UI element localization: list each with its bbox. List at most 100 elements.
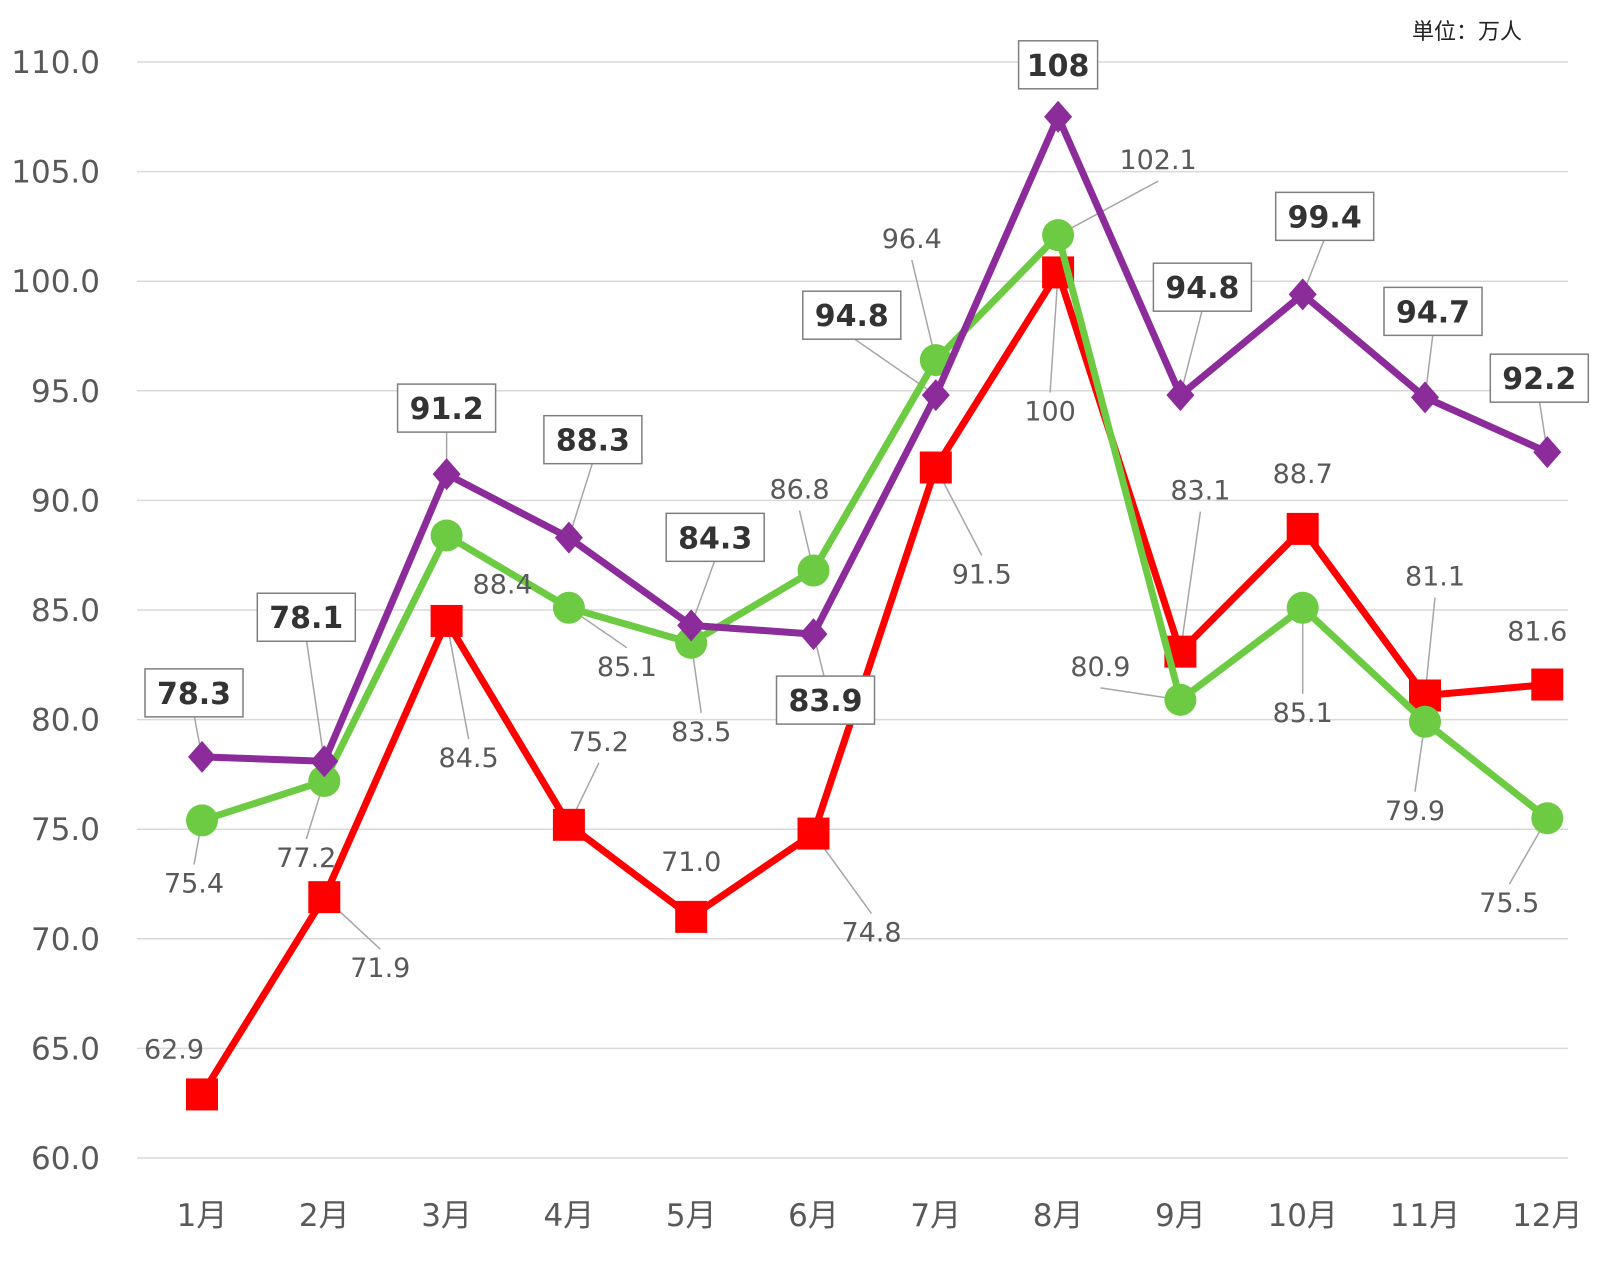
label-leader: [568, 461, 594, 538]
x-tick-label: 11月: [1390, 1198, 1460, 1234]
data-label: 74.8: [841, 918, 901, 949]
label-leader: [305, 639, 326, 762]
data-label: 80.9: [1070, 652, 1130, 683]
data-label: 62.9: [144, 1034, 204, 1065]
data-label-boxed: 92.2: [1489, 353, 1590, 403]
x-tick-label: 12月: [1512, 1198, 1582, 1234]
data-label: 102.1: [1119, 145, 1196, 176]
label-leader: [1049, 272, 1059, 393]
point-green: [552, 591, 585, 624]
data-label: 94.8: [815, 299, 889, 334]
point-red: [1531, 668, 1564, 701]
data-label-boxed: 83.9: [775, 675, 876, 725]
x-tick-label: 2月: [299, 1198, 350, 1234]
point-green: [430, 519, 463, 552]
point-purple: [921, 379, 950, 412]
data-label: 83.9: [788, 684, 862, 719]
x-tick-label: 9月: [1155, 1198, 1206, 1234]
point-green: [186, 804, 218, 837]
point-green: [1042, 219, 1075, 252]
x-axis: 1月 2月 3月 4月 5月 6月 7月 8月 9月 10月 11月 12月: [177, 1198, 1583, 1234]
series-green: [186, 219, 1564, 837]
point-red: [919, 451, 952, 484]
point-red: [308, 881, 341, 914]
point-red: [797, 817, 830, 850]
data-labels: 78.3 78.1 91.2 88.3 84.3 83.9 94.8 108 94.8 99.4 9…: [144, 40, 1590, 1065]
y-tick-label: 110.0: [11, 45, 100, 81]
label-leader: [1179, 308, 1204, 396]
point-red: [552, 808, 585, 841]
x-tick-label: 4月: [544, 1198, 595, 1234]
data-label-boxed: 108: [1017, 40, 1099, 90]
point-green: [675, 626, 708, 659]
data-label-box: [543, 414, 643, 465]
data-label-boxed: 91.2: [396, 383, 497, 433]
data-label-boxed: 88.3: [543, 414, 643, 465]
x-tick-label: 1月: [177, 1198, 228, 1234]
data-label: 96.4: [882, 224, 942, 255]
y-tick-label: 105.0: [11, 155, 100, 191]
point-purple: [432, 458, 461, 491]
data-label: 108: [1027, 49, 1090, 84]
point-purple: [1044, 100, 1073, 133]
x-tick-label: 7月: [910, 1198, 961, 1234]
y-tick-label: 100.0: [11, 264, 100, 300]
data-label-boxed: 94.8: [802, 290, 902, 340]
data-label: 94.8: [1165, 271, 1239, 306]
point-red: [186, 1078, 218, 1111]
point-red: [1286, 512, 1319, 545]
point-purple: [1411, 381, 1439, 414]
x-tick-label: 3月: [421, 1198, 472, 1234]
data-label: 71.0: [661, 847, 721, 878]
data-label-box: [1274, 191, 1375, 242]
point-green: [1164, 683, 1197, 716]
data-label-box: [775, 675, 876, 725]
point-purple: [677, 609, 706, 642]
data-label: 88.4: [473, 569, 533, 600]
data-label: 84.3: [678, 521, 752, 556]
x-tick-label: 10月: [1267, 1198, 1337, 1234]
label-leader: [445, 620, 470, 740]
data-label: 86.8: [769, 475, 829, 506]
point-purple: [1533, 436, 1562, 469]
series-red: [186, 256, 1564, 1111]
data-label-box: [665, 512, 765, 563]
x-tick-label: 8月: [1033, 1198, 1084, 1234]
y-tick-label: 80.0: [31, 703, 100, 739]
data-label: 83.1: [1170, 476, 1230, 507]
data-label: 71.9: [350, 953, 410, 984]
label-leader: [1179, 511, 1202, 652]
point-red: [430, 604, 463, 637]
data-label: 100: [1024, 396, 1076, 427]
data-label-box: [256, 592, 357, 642]
point-green: [308, 764, 341, 797]
y-axis: 60.0 65.0 70.0 75.0 80.0 85.0 90.0 95.0 100.0 105…: [11, 45, 100, 1177]
point-purple: [1166, 379, 1195, 412]
data-label-boxed: 78.1: [256, 592, 357, 642]
x-tick-label: 5月: [666, 1198, 717, 1234]
point-green: [1286, 591, 1319, 624]
data-label: 75.2: [569, 727, 629, 758]
data-label: 78.1: [269, 601, 343, 636]
label-leader: [1424, 597, 1436, 696]
series-line-purple: [198, 113, 1551, 765]
data-label: 85.1: [597, 652, 657, 683]
point-purple: [188, 740, 216, 773]
data-label: 81.1: [1405, 561, 1465, 592]
data-label: 99.4: [1288, 200, 1362, 235]
point-green: [919, 344, 952, 377]
data-label-box: [1489, 353, 1590, 403]
point-purple: [799, 618, 828, 651]
data-label: 81.6: [1507, 617, 1567, 648]
series-group: [186, 100, 1564, 1111]
data-label-box: [1017, 40, 1099, 90]
y-tick-label: 70.0: [31, 922, 100, 958]
data-label: 77.2: [276, 843, 336, 874]
point-purple: [310, 745, 339, 778]
data-label-boxed: 94.7: [1383, 286, 1483, 337]
y-tick-label: 75.0: [31, 812, 100, 848]
series-line-green: [198, 231, 1551, 824]
data-label-boxed: 78.3: [144, 668, 244, 718]
series-purple: [188, 100, 1562, 778]
